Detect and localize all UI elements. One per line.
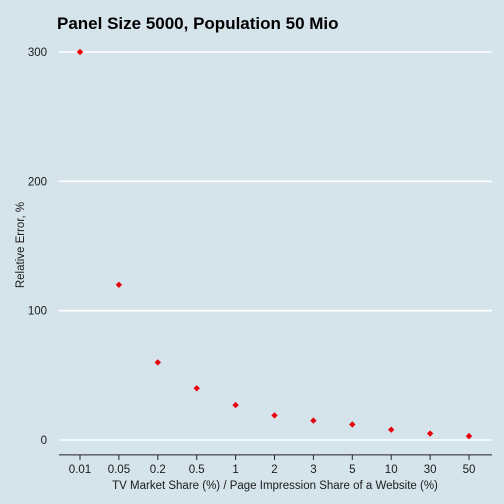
- data-point-30: [426, 430, 434, 437]
- x-tick-label: 2: [271, 464, 277, 476]
- x-tick-label: 1: [232, 464, 238, 476]
- chart-title: Panel Size 5000, Population 50 Mio: [57, 14, 339, 33]
- y-tick-label-200: 200: [28, 176, 47, 188]
- y-tick-label-100: 100: [28, 306, 47, 318]
- y-tick-label-300: 300: [28, 47, 47, 59]
- data-point-0.5: [193, 385, 200, 392]
- x-axis-ticks: 0.01 0.05 0.2 0.5 1 2 3 5 10 30 50: [69, 454, 476, 476]
- data-points: [76, 48, 473, 440]
- x-tick-label: 0.2: [150, 464, 166, 476]
- x-tick-label: 0.5: [189, 464, 205, 476]
- y-axis-ticks: 0 100 200 300: [28, 47, 47, 447]
- y-axis-label: Relative Error, %: [15, 202, 27, 288]
- data-point-2: [271, 412, 278, 419]
- x-tick-label: 3: [310, 464, 316, 476]
- data-point-0.2: [154, 359, 161, 366]
- x-tick-label: 50: [463, 464, 476, 476]
- x-tick-label: 0.05: [108, 464, 130, 476]
- x-tick-label: 10: [385, 464, 398, 476]
- data-point-5: [349, 421, 356, 428]
- data-point-1: [232, 401, 239, 409]
- x-axis-label: TV Market Share (%) / Page Impression Sh…: [112, 480, 438, 492]
- gridlines: [59, 51, 492, 441]
- x-tick-label: 30: [424, 464, 437, 476]
- x-tick-label: 5: [349, 464, 355, 476]
- data-point-10: [388, 426, 395, 433]
- data-point-0.05: [115, 281, 123, 288]
- y-tick-label-0: 0: [41, 435, 47, 447]
- data-point-50: [465, 432, 473, 440]
- data-point-3: [310, 417, 317, 424]
- data-point-0.01: [76, 48, 84, 56]
- x-tick-label: 0.01: [69, 464, 91, 476]
